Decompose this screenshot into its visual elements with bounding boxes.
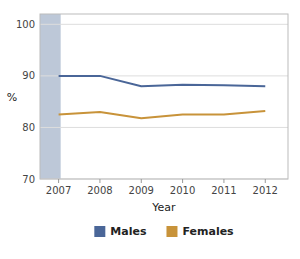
series-line bbox=[59, 76, 266, 86]
x-tick-label: 2012 bbox=[253, 185, 278, 196]
legend: Males Females bbox=[94, 225, 234, 238]
series-line bbox=[59, 111, 266, 118]
x-tick-label: 2009 bbox=[129, 185, 154, 196]
x-tick-label: 2007 bbox=[46, 185, 71, 196]
legend-swatch bbox=[94, 226, 105, 237]
x-tick bbox=[265, 179, 266, 183]
legend-label: Females bbox=[182, 225, 234, 238]
legend-swatch bbox=[166, 226, 177, 237]
y-tick-label: 70 bbox=[22, 174, 35, 185]
plot-frame bbox=[40, 14, 288, 179]
shaded-band bbox=[40, 14, 61, 179]
x-tick bbox=[223, 179, 224, 183]
x-tick bbox=[141, 179, 142, 183]
legend-item: Females bbox=[166, 225, 234, 238]
lines bbox=[59, 76, 266, 118]
chart: 70 80 90 100 2007 2008 2009 2010 2011 2012 Year% Ma… bbox=[0, 0, 300, 259]
y-tick-label: 80 bbox=[22, 122, 35, 133]
legend-label: Males bbox=[110, 225, 147, 238]
band-group bbox=[40, 14, 61, 179]
y-axis-label: % bbox=[7, 91, 17, 104]
x-tick bbox=[182, 179, 183, 183]
grid-line bbox=[40, 127, 288, 128]
x-tick-label: 2011 bbox=[211, 185, 236, 196]
y-tick-label: 90 bbox=[22, 70, 35, 81]
x-tick-label: 2008 bbox=[87, 185, 112, 196]
x-tick bbox=[99, 179, 100, 183]
legend-item: Males bbox=[94, 225, 147, 238]
x-tick bbox=[58, 179, 59, 183]
x-tick-label: 2010 bbox=[170, 185, 195, 196]
grid-line bbox=[40, 24, 288, 25]
y-tick-label: 100 bbox=[16, 19, 35, 30]
x-axis-label: Year bbox=[151, 201, 176, 214]
